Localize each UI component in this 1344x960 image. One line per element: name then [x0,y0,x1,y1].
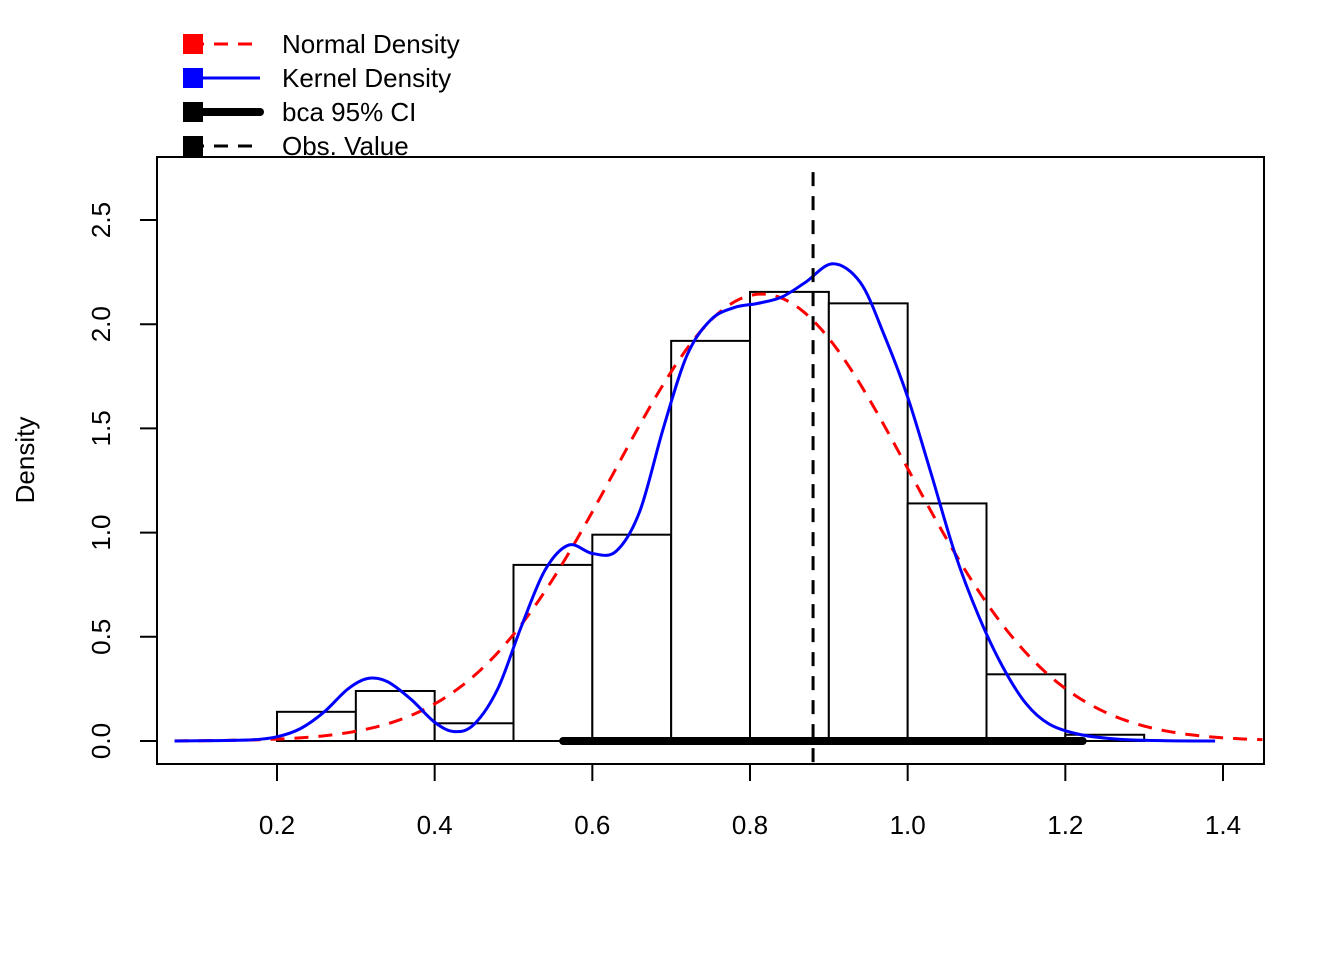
histogram-bar [670,339,752,742]
legend-item: Obs. Value [183,131,409,161]
x-tick-label: 1.2 [1047,810,1083,840]
histogram-bars [276,290,1146,743]
legend-label: Normal Density [282,29,460,59]
y-axis-title: Density [10,417,40,504]
x-tick-label: 0.8 [732,810,768,840]
y-tick-label: 2.5 [86,202,116,238]
histogram-bar [985,673,1067,743]
kernel-density-curve [174,262,1216,743]
x-tick-label: 0.2 [259,810,295,840]
histogram-bar [591,533,673,743]
legend-label: Obs. Value [282,131,409,161]
x-tick-label: 0.4 [417,810,453,840]
legend-label: bca 95% CI [282,97,416,127]
legend-item: Normal Density [183,29,460,59]
y-tick-label: 0.0 [86,723,116,759]
legend-label: Kernel Density [282,63,451,93]
histogram-bar [512,563,594,742]
histogram-bar [827,302,909,742]
legend: Normal Density Kernel Density bca 95% CI Ob… [183,29,460,161]
histogram-bar [906,502,988,743]
y-tick-label: 2.0 [86,306,116,342]
legend-item: Kernel Density [183,63,451,93]
x-axis: 0.2 0.4 0.6 0.8 1.0 1.2 1.4 [259,763,1241,840]
x-tick-label: 1.4 [1205,810,1241,840]
legend-item: bca 95% CI [183,97,416,127]
x-tick-label: 0.6 [574,810,610,840]
histogram-bar [749,290,830,742]
histogram-bar [354,689,436,743]
x-tick-label: 1.0 [890,810,926,840]
y-tick-label: 0.5 [86,619,116,655]
y-axis: 0.0 0.5 1.0 1.5 2.0 2.5 [86,202,158,759]
y-tick-label: 1.5 [86,410,116,446]
histogram-bar [276,710,357,742]
y-tick-label: 1.0 [86,515,116,551]
kernel-density-layer [174,262,1216,743]
